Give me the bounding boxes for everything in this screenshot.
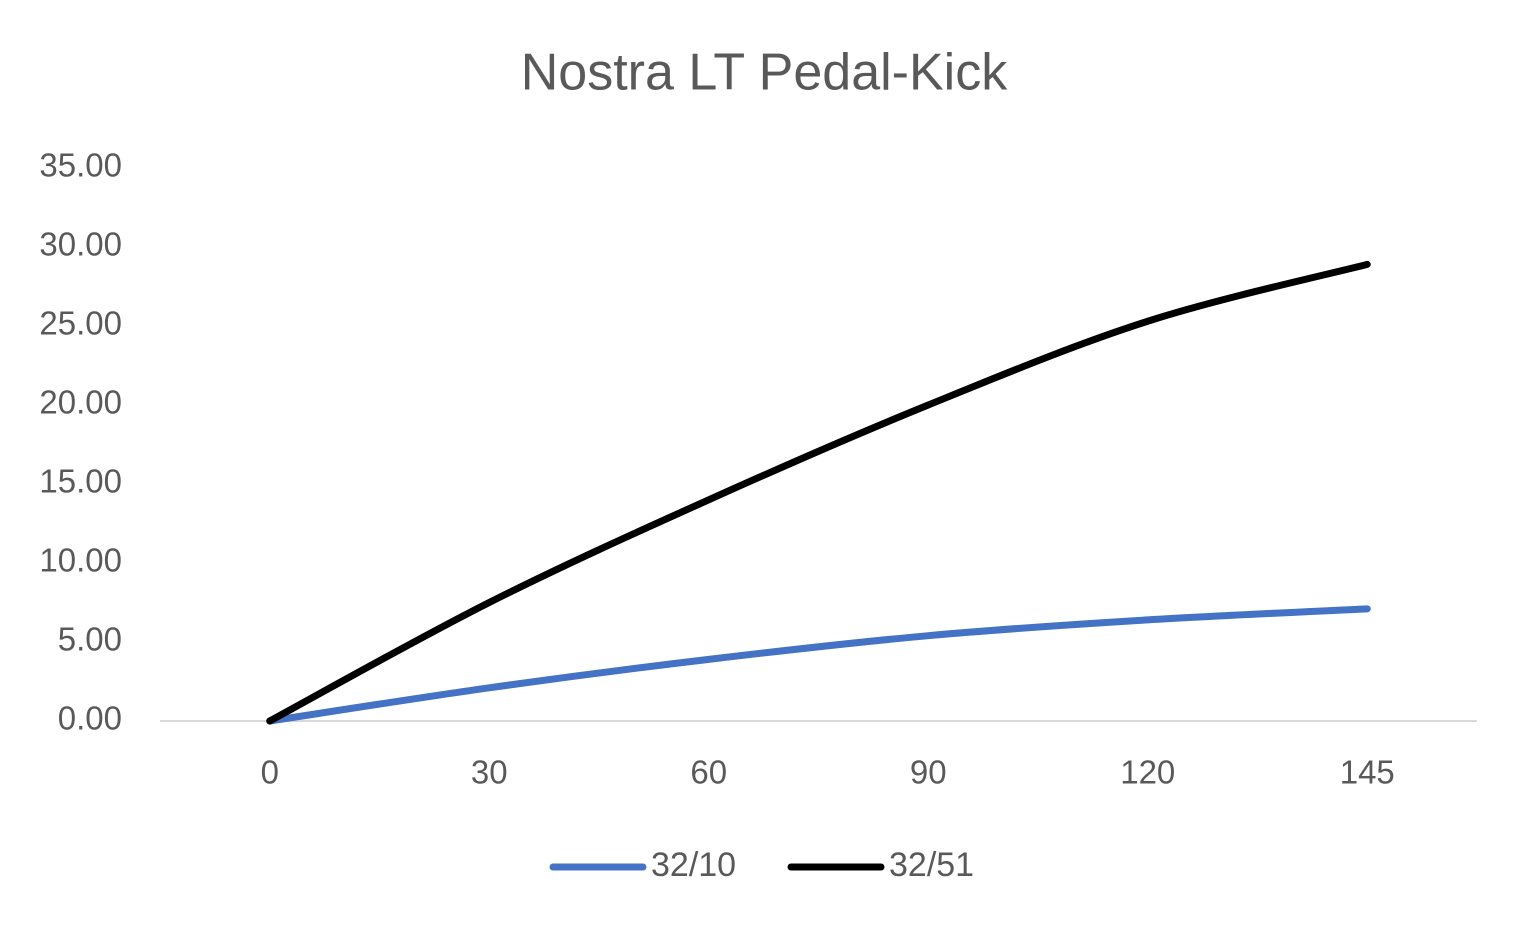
x-tick-label: 60 (690, 754, 727, 791)
y-tick-label: 30.00 (39, 226, 122, 263)
series-line (266, 260, 1371, 725)
x-tick-label: 0 (261, 754, 279, 791)
x-tick-label: 145 (1340, 754, 1395, 791)
y-tick-label: 35.00 (39, 147, 122, 184)
legend-label: 32/10 (651, 846, 736, 884)
y-tick-label: 25.00 (39, 305, 122, 342)
y-tick-label: 15.00 (39, 463, 122, 500)
legend-label: 32/51 (889, 846, 974, 884)
y-tick-label: 20.00 (39, 384, 122, 421)
series-line (266, 605, 1371, 725)
y-tick-label: 0.00 (58, 700, 122, 737)
chart-title: Nostra LT Pedal-Kick (521, 44, 1008, 102)
y-tick-label: 10.00 (39, 542, 122, 579)
x-tick-label: 90 (910, 754, 947, 791)
x-tick-label: 30 (471, 754, 508, 791)
y-tick-label: 5.00 (58, 621, 122, 658)
x-tick-label: 120 (1120, 754, 1175, 791)
